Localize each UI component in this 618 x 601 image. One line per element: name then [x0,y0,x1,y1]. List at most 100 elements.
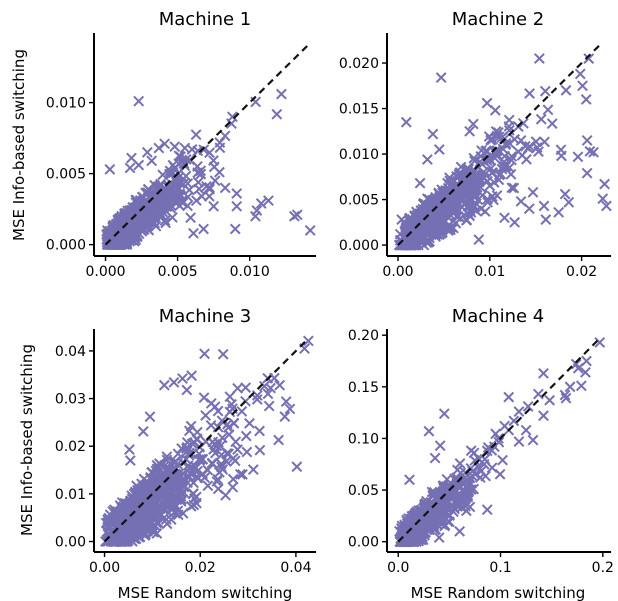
data-point [460,214,472,226]
data-point [414,225,426,237]
data-point [438,480,450,492]
data-point [291,461,303,473]
data-point [174,200,186,212]
data-point [493,169,505,181]
data-point [185,500,197,512]
data-point [304,225,316,236]
data-point [482,175,493,187]
data-point [599,178,610,190]
data-point [214,166,225,178]
data-point [488,441,500,453]
data-point [186,370,198,382]
data-point [544,394,556,406]
data-point [438,408,450,420]
data-point [494,468,506,480]
data-point [458,176,470,188]
data-point [394,234,406,246]
data-point [168,376,180,388]
data-point [414,177,426,189]
x-tick-label: 0.1 [489,560,511,576]
data-point [132,526,144,537]
data-point [459,494,471,505]
data-point [515,134,527,146]
data-point [198,392,210,404]
data-point [182,460,194,471]
y-tick-label: 0.10 [348,431,379,447]
data-point [104,163,116,175]
data-point [227,473,239,485]
data-point [503,391,515,403]
data-point [271,108,283,120]
x-tick-label: 0.010 [230,264,270,280]
data-point [146,506,158,518]
x-axis-label: MSE Random switching [118,584,293,601]
plot-area: 0.0 0.1 0.2 0.00 0.05 0.10 0.15 0.20 [348,328,614,576]
data-point [169,141,181,153]
data-point [157,169,169,181]
data-point [521,153,532,165]
data-point [499,212,510,224]
data-point [493,433,504,444]
data-point [577,80,588,92]
data-point [195,453,207,465]
data-point [251,390,263,401]
data-point [428,486,440,498]
data-point [427,128,439,140]
data-point [234,468,246,480]
panel-title: Machine 3 [159,306,252,327]
data-point [114,239,126,251]
data-point [231,200,243,212]
data-point [215,458,227,470]
data-point [481,145,492,157]
data-point [146,526,158,537]
data-point [467,471,479,482]
y-axis-label: MSE Info-based switching [10,49,28,241]
data-point [560,84,572,96]
x-tick-label: 0.00 [89,560,120,576]
data-point [454,167,466,178]
data-point [454,458,466,469]
data-point [185,212,196,224]
data-point [174,473,185,484]
data-point [209,447,221,459]
data-point [120,235,132,247]
data-point [417,203,429,215]
data-point [469,155,480,167]
data-point [182,178,194,189]
data-point [172,182,184,194]
data-point [482,196,494,208]
data-point [153,142,165,154]
data-point [155,211,167,223]
data-point [426,486,438,498]
data-point [219,182,231,194]
data-point [158,379,170,391]
data-point [169,173,181,185]
data-point [273,434,285,446]
data-point [433,532,445,543]
data-point [177,373,188,384]
data-point [456,201,468,213]
data-point [480,470,491,482]
data-point [520,424,532,436]
data-point [137,426,149,437]
data-point [574,68,586,80]
data-point [172,448,184,460]
data-point [527,186,539,198]
data-point [187,463,199,475]
x-tick-label: 0.00 [382,264,413,280]
data-point [513,406,525,418]
scatter-points [100,335,314,547]
data-point [506,182,518,194]
y-tick-label: 0.000 [46,238,86,254]
scatter-points [101,88,316,251]
y-axis-label: MSE Info-based switching [18,344,36,536]
data-point [199,348,210,360]
data-point [280,396,292,407]
data-point [580,94,592,105]
data-point [188,493,200,504]
data-point [450,198,462,210]
data-point [129,231,141,243]
data-point [190,129,202,141]
data-point [450,497,462,509]
